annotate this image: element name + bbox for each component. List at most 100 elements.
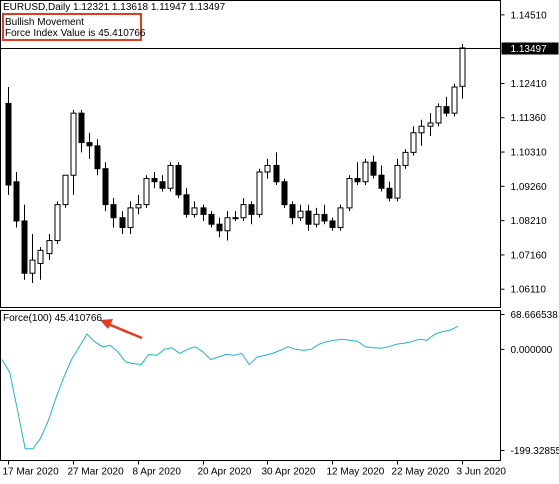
candle	[184, 188, 189, 217]
candle-body-down	[184, 195, 189, 215]
candle-body-up	[395, 165, 400, 198]
candle-body-up	[419, 126, 424, 133]
annotation-arrow-shaft	[108, 324, 142, 338]
candle-body-up	[168, 165, 173, 188]
candle	[379, 165, 384, 191]
candle-body-down	[444, 107, 449, 114]
candle-body-down	[274, 165, 279, 181]
x-axis-tick-label: 12 May 2020	[327, 467, 385, 478]
candle	[168, 162, 173, 191]
candle	[249, 201, 254, 224]
candle	[314, 208, 319, 228]
x-axis-tick-label: 22 May 2020	[392, 467, 450, 478]
candle	[436, 103, 441, 126]
candle	[209, 211, 214, 227]
candle-body-down	[201, 208, 206, 215]
candle	[103, 162, 108, 211]
candle	[290, 201, 295, 224]
candle-body-down	[387, 188, 392, 198]
candle	[306, 205, 311, 231]
price-y-tick-label: 1.12410	[511, 79, 548, 90]
candle	[444, 97, 449, 117]
force-y-tick-label: 68.666538	[511, 310, 559, 321]
candle-body-down	[87, 143, 92, 146]
candle-body-up	[233, 218, 238, 219]
candle	[330, 218, 335, 231]
candle-body-down	[111, 205, 116, 218]
x-axis-tick-label: 8 Apr 2020	[133, 467, 182, 478]
candle	[274, 152, 279, 185]
candle	[176, 162, 181, 198]
candle-body-up	[128, 208, 133, 228]
candle	[217, 218, 222, 238]
candle	[338, 205, 343, 231]
force-index-line	[2, 326, 458, 449]
candle	[428, 113, 433, 136]
candle	[38, 247, 43, 280]
x-axis-tick-label: 27 Mar 2020	[68, 467, 125, 478]
candle-body-down	[290, 205, 295, 218]
candle	[128, 201, 133, 234]
candle	[71, 110, 76, 195]
candle	[79, 110, 84, 152]
candle-body-down	[306, 211, 311, 224]
candle	[395, 159, 400, 201]
candle-body-up	[363, 162, 368, 182]
candle-body-down	[103, 169, 108, 205]
candle-body-down	[322, 214, 327, 221]
candle	[87, 133, 92, 159]
candle-body-up	[241, 205, 246, 218]
candle-body-down	[355, 178, 360, 181]
candle-body-down	[22, 221, 27, 273]
candle-body-down	[160, 182, 165, 189]
candle	[371, 156, 376, 179]
candle-body-up	[192, 208, 197, 215]
candle-body-down	[330, 221, 335, 228]
candle-body-up	[347, 178, 352, 207]
candle-body-up	[314, 214, 319, 224]
force-y-tick-label: -199.328552	[511, 446, 559, 457]
candle-body-up	[225, 218, 230, 231]
candle-body-up	[338, 208, 343, 228]
candle-body-down	[152, 178, 157, 181]
candle	[452, 84, 457, 117]
candle	[6, 87, 11, 195]
price-y-tick-label: 1.11360	[511, 113, 547, 124]
current-price-label: 1.13497	[511, 44, 548, 55]
candle	[136, 195, 141, 215]
candle	[14, 172, 19, 228]
x-axis-tick-label: 30 Apr 2020	[262, 467, 316, 478]
candle	[257, 169, 262, 218]
candle	[22, 205, 27, 280]
candle-body-up	[55, 205, 60, 241]
candle-body-up	[436, 107, 441, 123]
candle	[241, 198, 246, 221]
candle	[201, 205, 206, 221]
candle	[111, 198, 116, 227]
candle-body-down	[379, 175, 384, 188]
candle-body-up	[298, 211, 303, 218]
candle-body-down	[6, 103, 11, 185]
candle	[120, 211, 125, 234]
candle-body-down	[79, 113, 84, 142]
candle-body-up	[257, 172, 262, 214]
candle	[144, 175, 149, 208]
price-y-tick-label: 1.07160	[511, 250, 548, 261]
candle	[347, 175, 352, 211]
candle	[47, 234, 52, 260]
x-axis-tick-label: 3 Jun 2020	[457, 467, 507, 478]
candle-body-up	[411, 133, 416, 153]
candle	[95, 139, 100, 175]
candle-body-down	[217, 224, 222, 231]
candle-body-up	[38, 250, 43, 263]
candle	[265, 159, 270, 179]
candle-body-down	[176, 165, 181, 194]
candle-body-up	[63, 175, 68, 204]
candle	[30, 234, 35, 283]
x-axis-tick-label: 20 Apr 2020	[198, 467, 252, 478]
candle-body-down	[249, 205, 254, 215]
candle-body-up	[452, 87, 457, 113]
candle	[419, 120, 424, 146]
